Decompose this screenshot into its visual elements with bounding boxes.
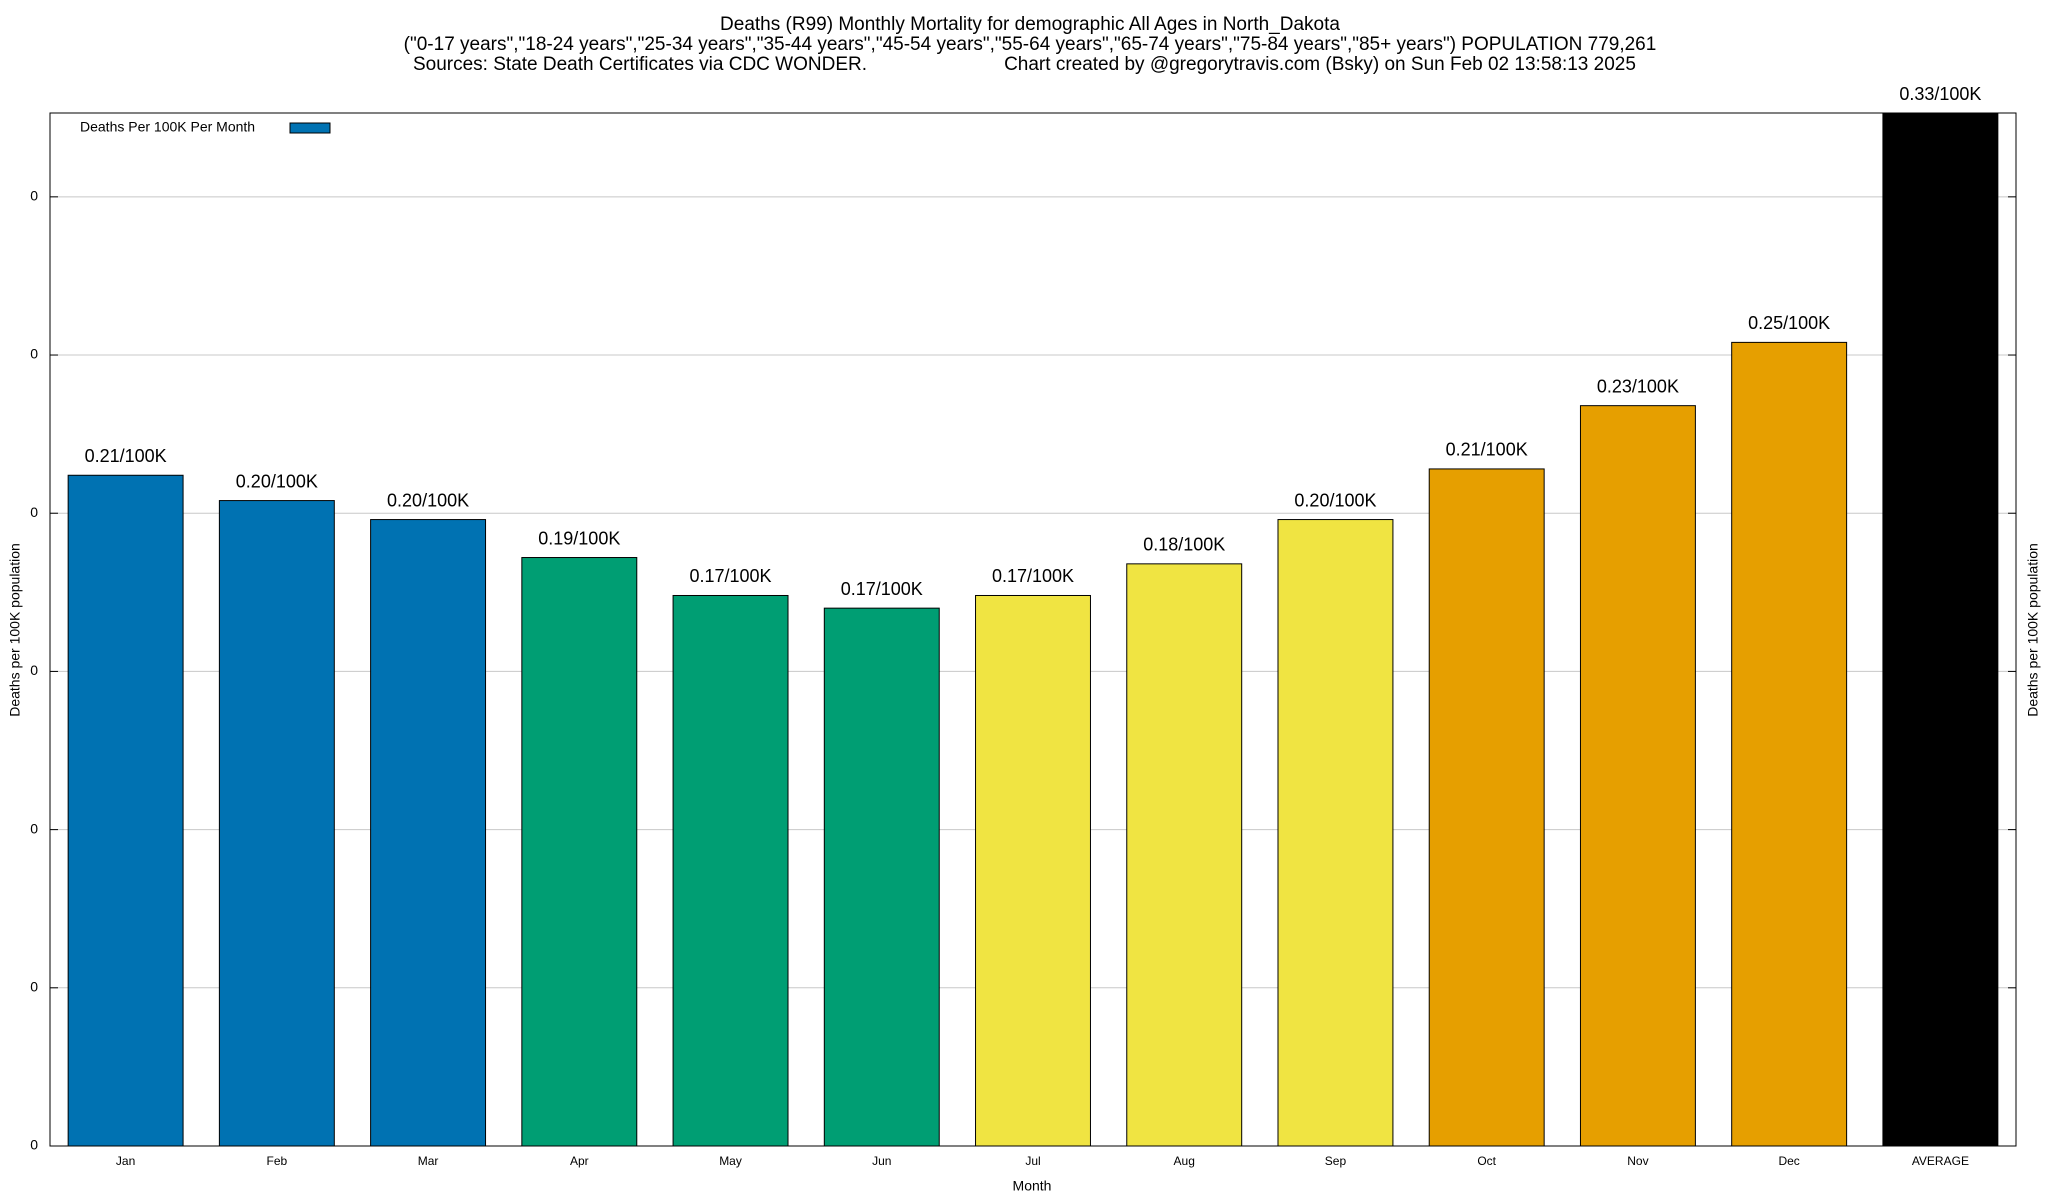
bar: [672, 594, 789, 1146]
y-tick-label: 0: [30, 662, 38, 678]
bar: [1882, 113, 1999, 1146]
bar: [521, 557, 638, 1146]
bar: [67, 474, 184, 1146]
legend-label: Deaths Per 100K Per Month: [80, 119, 255, 135]
credit: Chart created by @gregorytravis.com (Bsk…: [1004, 54, 1636, 75]
bar: [1126, 563, 1243, 1146]
legend-swatch: [289, 122, 331, 134]
x-tick-label: Feb: [267, 1154, 288, 1168]
y-tick-label: 0: [30, 504, 38, 520]
value-label: 0.19/100K: [538, 528, 620, 548]
x-axis-label: Month: [1013, 1178, 1052, 1194]
plot-frame: [49, 112, 2017, 1147]
bar: [1731, 341, 1848, 1146]
value-label: 0.25/100K: [1748, 313, 1830, 333]
x-tick-label: May: [719, 1154, 742, 1168]
bar: [1277, 519, 1394, 1146]
x-tick-label: Oct: [1477, 1154, 1496, 1168]
source: Sources: State Death Certificates via CD…: [413, 54, 867, 75]
value-label: 0.23/100K: [1597, 376, 1679, 396]
bar: [1428, 468, 1545, 1146]
value-label: 0.20/100K: [1294, 490, 1376, 510]
y-tick-label: 0: [30, 188, 38, 204]
x-tick-label: Nov: [1627, 1154, 1648, 1168]
y-axis-label: Deaths per 100K population: [7, 543, 23, 717]
x-tick-label: Jul: [1025, 1154, 1040, 1168]
value-label: 0.21/100K: [85, 446, 167, 466]
x-tick-label: Aug: [1174, 1154, 1195, 1168]
x-tick-label: Jun: [872, 1154, 891, 1168]
x-tick-label: Dec: [1778, 1154, 1799, 1168]
value-label: 0.18/100K: [1143, 535, 1225, 555]
bar: [975, 594, 1091, 1146]
y-tick-label: 0: [30, 820, 38, 836]
value-label: 0.17/100K: [689, 566, 771, 586]
bar: [370, 519, 487, 1146]
bar: [1579, 405, 1696, 1146]
bar: [218, 500, 335, 1146]
bar: [823, 607, 940, 1146]
x-tick-label: Sep: [1325, 1154, 1347, 1168]
y-tick-label: 0: [30, 979, 38, 995]
y2-axis-label: Deaths per 100K population: [2025, 543, 2041, 717]
x-tick-label: AVERAGE: [1912, 1154, 1969, 1168]
chart-subtitle: ("0-17 years","18-24 years","25-34 years…: [404, 34, 1657, 55]
y-tick-label: 0: [30, 346, 38, 362]
chart-title: Deaths (R99) Monthly Mortality for demog…: [720, 14, 1340, 35]
y-tick-label: 0: [30, 1137, 38, 1153]
x-tick-label: Apr: [570, 1154, 589, 1168]
x-tick-label: Mar: [418, 1154, 439, 1168]
value-label: 0.20/100K: [387, 490, 469, 510]
value-label: 0.17/100K: [992, 566, 1074, 586]
x-tick-label: Jan: [116, 1154, 135, 1168]
value-label: 0.33/100K: [1899, 84, 1981, 104]
value-label: 0.17/100K: [841, 579, 923, 599]
value-label: 0.21/100K: [1446, 440, 1528, 460]
value-label: 0.20/100K: [236, 471, 318, 491]
